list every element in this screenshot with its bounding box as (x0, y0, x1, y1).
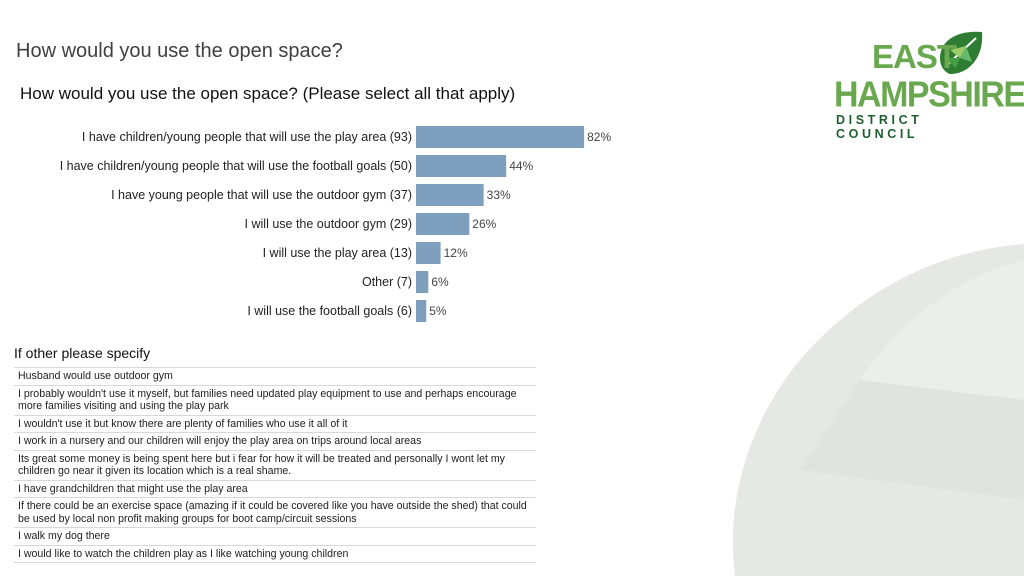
council-logo: EAST HAMPSHIRE DISTRICT COUNCIL (832, 28, 1024, 141)
logo-text-hampshire: HAMPSHIRE (834, 75, 1024, 115)
value-label: 26% (472, 217, 496, 231)
slide-title: How would you use the open space? (16, 40, 343, 62)
chart-title: How would you use the open space? (Pleas… (20, 84, 516, 103)
category-label: I will use the outdoor gym (29) (245, 217, 412, 231)
other-specify-heading: If other please specify (14, 345, 151, 361)
response-item: Husband would use outdoor gym (14, 367, 536, 386)
value-label: 6% (431, 275, 449, 289)
bar (416, 300, 427, 322)
value-label: 82% (587, 130, 611, 144)
category-label: I have children/young people that will u… (82, 130, 412, 144)
category-label: I have young people that will use the ou… (111, 188, 412, 202)
value-label: 5% (429, 304, 447, 318)
leaf-icon (940, 31, 983, 74)
bar (416, 242, 441, 264)
category-label: I will use the football goals (6) (247, 304, 412, 318)
bar (416, 184, 484, 206)
value-label: 33% (487, 188, 511, 202)
bar (416, 155, 507, 177)
bar (416, 271, 429, 293)
response-item: Its great some money is being spent here… (14, 451, 536, 481)
category-label: I will use the play area (13) (263, 246, 412, 260)
response-item: I would like to watch the children play … (14, 546, 536, 563)
response-item: I wouldn't use it but know there are ple… (14, 416, 536, 433)
bar (416, 213, 470, 235)
value-label: 12% (444, 246, 468, 260)
bar (416, 126, 585, 148)
logo-text-east: EAST (872, 38, 957, 75)
category-label: Other (7) (362, 275, 412, 289)
response-item: I walk my dog there (14, 528, 536, 546)
bar-chart: I have children/young people that will u… (60, 126, 611, 322)
logo-text-council: DISTRICT COUNCIL (836, 113, 923, 141)
response-item: I work in a nursery and our children wil… (14, 433, 536, 451)
response-item: I probably wouldn't use it myself, but f… (14, 386, 536, 416)
category-label: I have children/young people that will u… (60, 159, 412, 173)
value-label: 44% (509, 159, 533, 173)
response-item: I have grandchildren that might use the … (14, 481, 536, 498)
response-item: If there could be an exercise space (ama… (14, 498, 536, 528)
other-responses-list: Husband would use outdoor gym I probably … (14, 367, 536, 563)
